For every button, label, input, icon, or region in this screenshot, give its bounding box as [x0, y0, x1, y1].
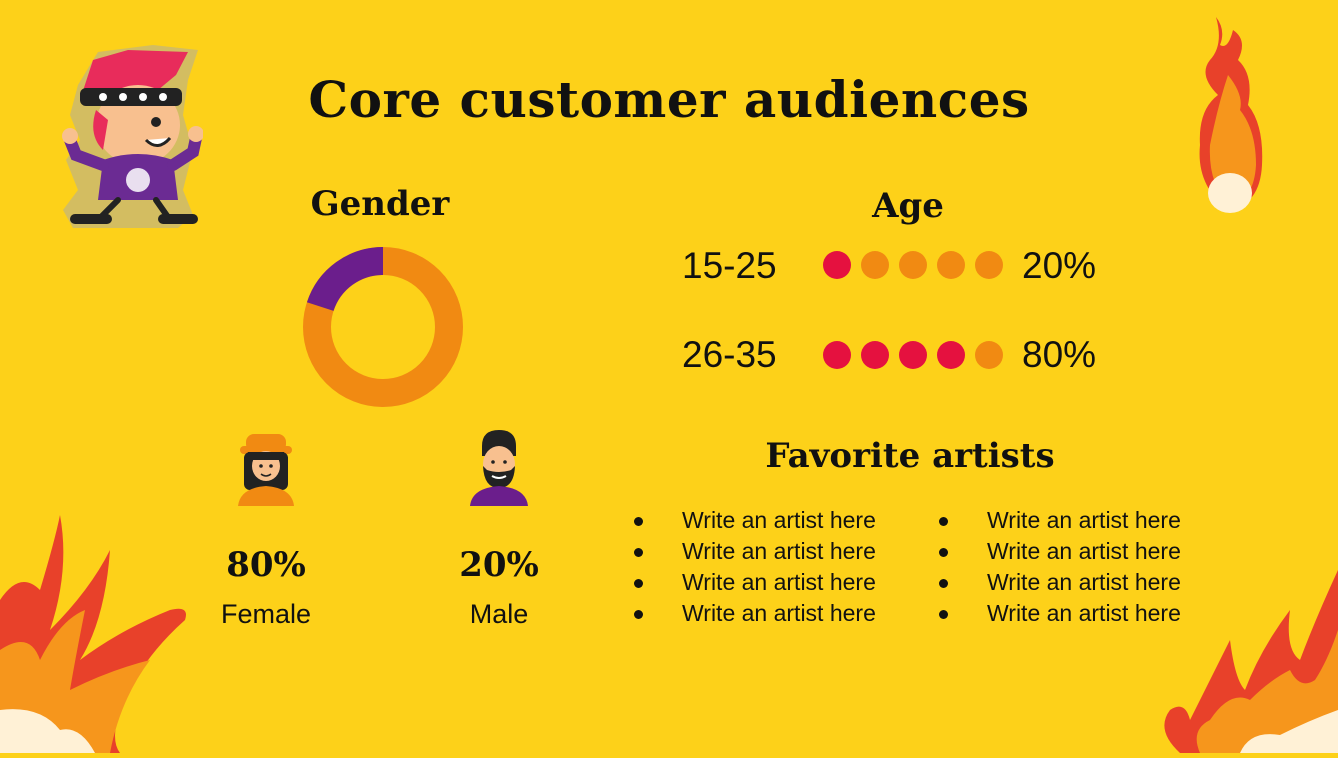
flame-icon: [0, 510, 190, 753]
list-item: Write an artist here: [937, 598, 1181, 629]
age-range-label: 15-25: [682, 245, 777, 286]
artist-list-right: Write an artist here Write an artist her…: [937, 505, 1181, 629]
filled-dot: [861, 341, 889, 369]
list-item: Write an artist here: [632, 536, 876, 567]
age-dots-row: [822, 250, 1006, 280]
list-item: Write an artist here: [937, 505, 1181, 536]
female-avatar-icon: [236, 428, 296, 506]
flame-icon: [1188, 15, 1266, 215]
age-dots-row: [822, 340, 1006, 370]
empty-dot: [861, 251, 889, 279]
empty-dot: [975, 341, 1003, 369]
filled-dot: [823, 251, 851, 279]
list-item: Write an artist here: [632, 505, 876, 536]
empty-dot: [975, 251, 1003, 279]
filled-dot: [899, 341, 927, 369]
gender-donut-chart: [303, 247, 463, 407]
male-percent: 20%: [459, 545, 539, 585]
empty-dot: [937, 251, 965, 279]
donut-male-segment: [306, 247, 384, 312]
flame-icon: [1150, 570, 1338, 753]
empty-dot: [899, 251, 927, 279]
list-item: Write an artist here: [632, 567, 876, 598]
favorite-artists-heading: Favorite artists: [765, 436, 1055, 476]
male-label: Male: [469, 599, 529, 629]
list-item: Write an artist here: [937, 536, 1181, 567]
male-avatar-icon: [468, 428, 530, 506]
female-percent: 80%: [226, 545, 306, 585]
gender-heading: Gender: [310, 184, 450, 224]
age-heading: Age: [872, 186, 944, 226]
age-percent-label: 20%: [1022, 245, 1097, 286]
list-item: Write an artist here: [632, 598, 876, 629]
filled-dot: [937, 341, 965, 369]
female-label: Female: [220, 599, 312, 629]
age-percent-label: 80%: [1022, 334, 1097, 375]
page-title: Core customer audiences: [308, 70, 1030, 129]
artist-list-left: Write an artist here Write an artist her…: [632, 505, 876, 629]
list-item: Write an artist here: [937, 567, 1181, 598]
rocker-mascot-icon: [58, 40, 204, 232]
age-range-label: 26-35: [682, 334, 777, 375]
filled-dot: [823, 341, 851, 369]
